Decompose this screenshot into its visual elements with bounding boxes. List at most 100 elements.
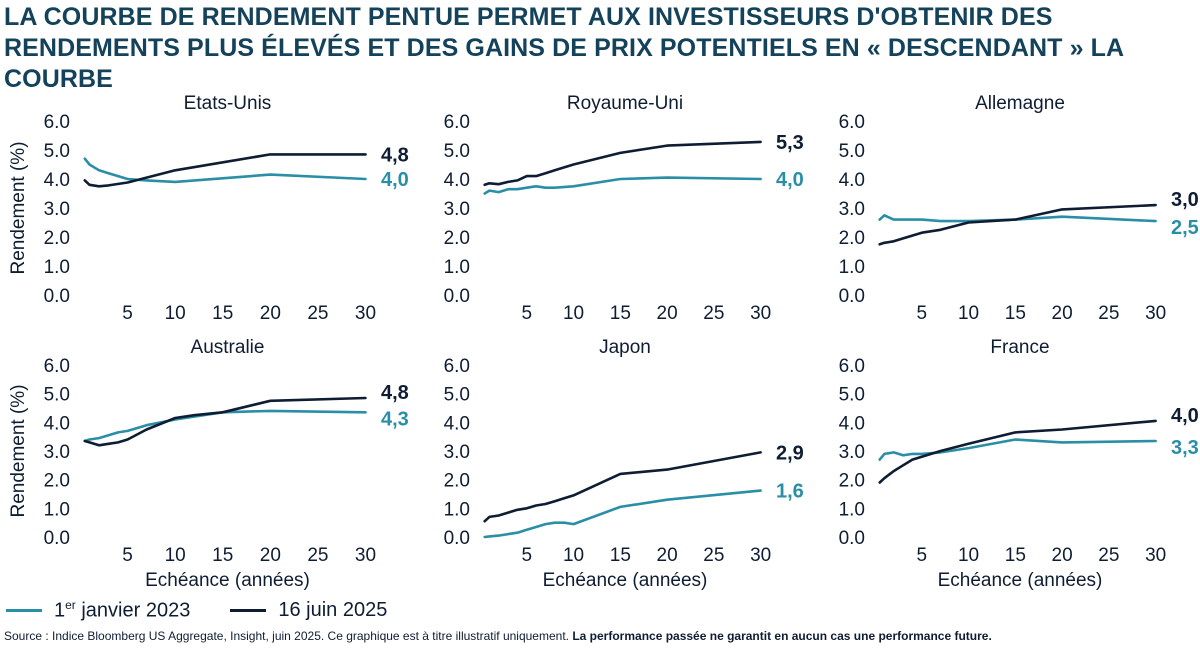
x-tick-label: 5 <box>122 545 133 566</box>
end-label-2: 4,0 <box>1171 405 1199 427</box>
y-tick-label: 4.0 <box>839 413 865 434</box>
y-tick-label: 1.0 <box>839 499 865 520</box>
panel-title: France <box>990 337 1049 358</box>
x-tick-label: 25 <box>703 303 724 324</box>
x-tick-label: 25 <box>1098 303 1119 324</box>
x-tick-label: 25 <box>703 545 724 566</box>
panel-title: Japon <box>599 337 651 358</box>
x-tick-label: 30 <box>1145 545 1166 566</box>
y-tick-label: 4.0 <box>444 413 470 434</box>
legend-label-2025: 16 juin 2025 <box>278 598 388 621</box>
x-tick-label: 20 <box>260 545 281 566</box>
x-tick-label: 5 <box>122 303 133 324</box>
x-tick-label: 10 <box>165 303 186 324</box>
panel-title: Etats-Unis <box>184 93 272 114</box>
y-tick-label: 6.0 <box>44 356 70 377</box>
y-tick-label: 4.0 <box>444 170 470 191</box>
x-tick-label: 15 <box>610 545 631 566</box>
y-tick-label: 1.0 <box>44 499 70 520</box>
series-line-1 <box>483 176 762 195</box>
source-note: Source : Indice Bloomberg US Aggregate, … <box>4 629 992 643</box>
x-tick-label: 15 <box>212 545 233 566</box>
end-label-2: 4,8 <box>381 144 409 166</box>
series-line-2 <box>83 153 367 188</box>
panel-title: Australie <box>191 337 265 358</box>
y-axis-label: Rendement (%) <box>8 141 29 274</box>
x-tick-label: 30 <box>355 303 376 324</box>
series-line-1 <box>83 157 367 184</box>
chart-panel-6: France 0.0 1.0 2.0 3.0 4.0 5.0 6.0 5 10 15 20 25 30 Ec… <box>839 337 1199 591</box>
x-tick-label: 15 <box>610 303 631 324</box>
x-tick-label: 10 <box>165 545 186 566</box>
x-tick-label: 25 <box>307 545 328 566</box>
chart-panel-4: Australie 0.0 1.0 2.0 3.0 4.0 5.0 6.0 5 10 15 20 25 3… <box>8 337 409 591</box>
x-tick-label: 20 <box>1052 303 1073 324</box>
series-line-2 <box>83 396 367 447</box>
end-label-1: 1,6 <box>776 481 804 503</box>
y-tick-label: 0.0 <box>839 528 865 549</box>
end-label-2: 5,3 <box>776 132 804 154</box>
y-tick-label: 6.0 <box>839 356 865 377</box>
x-tick-label: 10 <box>958 545 979 566</box>
x-tick-label: 20 <box>657 545 678 566</box>
chart-panel-2: Royaume-Uni 0.0 1.0 2.0 3.0 4.0 5.0 6.0 5 10 15 20 2… <box>444 93 804 324</box>
x-tick-label: 25 <box>1098 545 1119 566</box>
series-line-1 <box>483 489 762 539</box>
end-label-2: 2,9 <box>776 442 804 464</box>
x-tick-label: 5 <box>521 303 532 324</box>
y-tick-label: 5.0 <box>839 141 865 162</box>
chart-panel-3: Allemagne 0.0 1.0 2.0 3.0 4.0 5.0 6.0 5 10 15 20 25 3… <box>839 93 1199 324</box>
y-tick-label: 5.0 <box>444 385 470 406</box>
y-tick-label: 4.0 <box>839 170 865 191</box>
y-tick-label: 6.0 <box>839 112 865 133</box>
x-tick-label: 30 <box>355 545 376 566</box>
y-tick-label: 2.0 <box>44 471 70 492</box>
x-tick-label: 15 <box>212 303 233 324</box>
series-line-2 <box>878 203 1157 246</box>
y-tick-label: 2.0 <box>44 228 70 249</box>
x-tick-label: 30 <box>750 303 771 324</box>
x-axis-label: Echéance (années) <box>938 570 1103 591</box>
y-tick-label: 5.0 <box>44 141 70 162</box>
x-tick-label: 15 <box>1005 303 1026 324</box>
panel-title: Allemagne <box>975 93 1065 114</box>
y-tick-label: 3.0 <box>444 442 470 463</box>
legend-item-2023: 1er janvier 2023 <box>6 598 190 623</box>
x-tick-label: 20 <box>657 303 678 324</box>
x-tick-label: 10 <box>563 545 584 566</box>
x-tick-label: 5 <box>916 545 927 566</box>
legend-swatch-2023 <box>6 608 42 612</box>
legend: 1er janvier 2023 16 juin 2025 <box>6 597 427 623</box>
y-tick-label: 6.0 <box>444 112 470 133</box>
end-label-1: 4,0 <box>776 169 804 191</box>
y-tick-label: 6.0 <box>44 112 70 133</box>
series-line-1 <box>83 409 367 443</box>
legend-label-2023: 1er janvier 2023 <box>54 597 191 622</box>
y-tick-label: 1.0 <box>839 257 865 278</box>
end-label-1: 3,3 <box>1171 437 1199 459</box>
x-tick-label: 5 <box>521 545 532 566</box>
x-tick-label: 30 <box>1145 303 1166 324</box>
panel-title: Royaume-Uni <box>567 93 683 114</box>
series-line-2 <box>878 419 1157 484</box>
series-line-2 <box>483 140 762 187</box>
y-tick-label: 2.0 <box>839 471 865 492</box>
end-label-2: 3,0 <box>1171 189 1199 211</box>
source-text: Source : Indice Bloomberg US Aggregate, … <box>4 629 573 643</box>
x-tick-label: 10 <box>563 303 584 324</box>
legend-item-2025: 16 juin 2025 <box>230 599 387 622</box>
y-tick-label: 0.0 <box>44 528 70 549</box>
y-tick-label: 3.0 <box>839 442 865 463</box>
x-tick-label: 20 <box>260 303 281 324</box>
end-label-1: 4,0 <box>381 169 409 191</box>
y-tick-label: 0.0 <box>839 286 865 307</box>
x-tick-label: 15 <box>1005 545 1026 566</box>
y-tick-label: 1.0 <box>44 257 70 278</box>
end-label-1: 2,5 <box>1171 217 1199 239</box>
end-label-1: 4,3 <box>381 408 409 430</box>
series-line-1 <box>878 438 1157 461</box>
end-label-2: 4,8 <box>381 382 409 404</box>
y-tick-label: 5.0 <box>839 385 865 406</box>
x-axis-label: Echéance (années) <box>145 570 310 591</box>
y-tick-label: 3.0 <box>839 199 865 220</box>
